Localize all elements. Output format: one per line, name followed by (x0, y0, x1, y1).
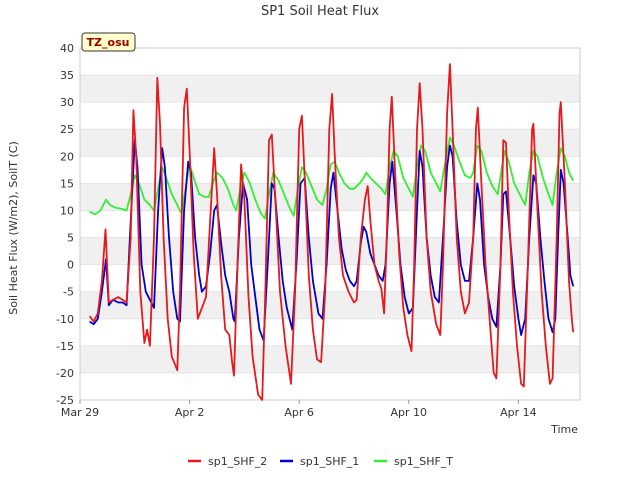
legend-item-sp1_SHF_2: sp1_SHF_2 (188, 455, 267, 468)
grid-band (80, 75, 580, 103)
tz-badge: TZ_osu (81, 32, 136, 52)
y-tick-label: 35 (60, 69, 74, 82)
legend-label: sp1_SHF_T (394, 455, 453, 468)
series-line-sp1_SHF_2 (88, 63, 575, 401)
x-tick-label: Apr 10 (391, 406, 428, 419)
y-tick-label: -10 (56, 313, 74, 326)
y-tick-label: -5 (63, 286, 74, 299)
grid-band (80, 237, 580, 265)
series-lines (88, 63, 575, 401)
x-axis-ticks: Mar 29 Apr 2 Apr 6 Apr 10 Apr 14 (61, 400, 537, 419)
x-axis-label: Time (550, 423, 578, 436)
y-tick-label: 20 (60, 150, 74, 163)
y-tick-label: 30 (60, 96, 74, 109)
y-tick-label: 25 (60, 123, 74, 136)
chart-title: SP1 Soil Heat Flux (261, 4, 379, 19)
y-axis-label: Soil Heat Flux (W/m2), SoilT (C) (7, 141, 20, 314)
x-tick-label: Mar 29 (61, 406, 99, 419)
legend-item-sp1_SHF_T: sp1_SHF_T (374, 455, 453, 468)
y-tick-label: 10 (60, 204, 74, 217)
y-tick-label: 40 (60, 42, 74, 55)
x-tick-label: Apr 6 (284, 406, 314, 419)
legend-label: sp1_SHF_1 (300, 455, 359, 468)
legend-item-sp1_SHF_1: sp1_SHF_1 (280, 455, 359, 468)
y-tick-label: 0 (67, 259, 74, 272)
tz-badge-box (81, 32, 136, 52)
legend-label: sp1_SHF_2 (208, 455, 267, 468)
x-tick-label: Apr 14 (500, 406, 537, 419)
plot-frame (79, 47, 581, 401)
legend: sp1_SHF_2 sp1_SHF_1 sp1_SHF_T (188, 455, 453, 468)
tz-badge-label: TZ_osu (87, 36, 130, 49)
y-tick-label: -20 (56, 367, 74, 380)
y-tick-label: 5 (67, 232, 74, 245)
y-axis-ticks: -25 -20 -15 -10 -5 0 5 10 15 20 25 30 35 40 (56, 42, 74, 407)
y-tick-label: -15 (56, 340, 74, 353)
y-tick-label: 15 (60, 177, 74, 190)
grid-band (80, 345, 580, 373)
y-tick-label: -25 (56, 394, 74, 407)
x-tick-label: Apr 2 (175, 406, 205, 419)
